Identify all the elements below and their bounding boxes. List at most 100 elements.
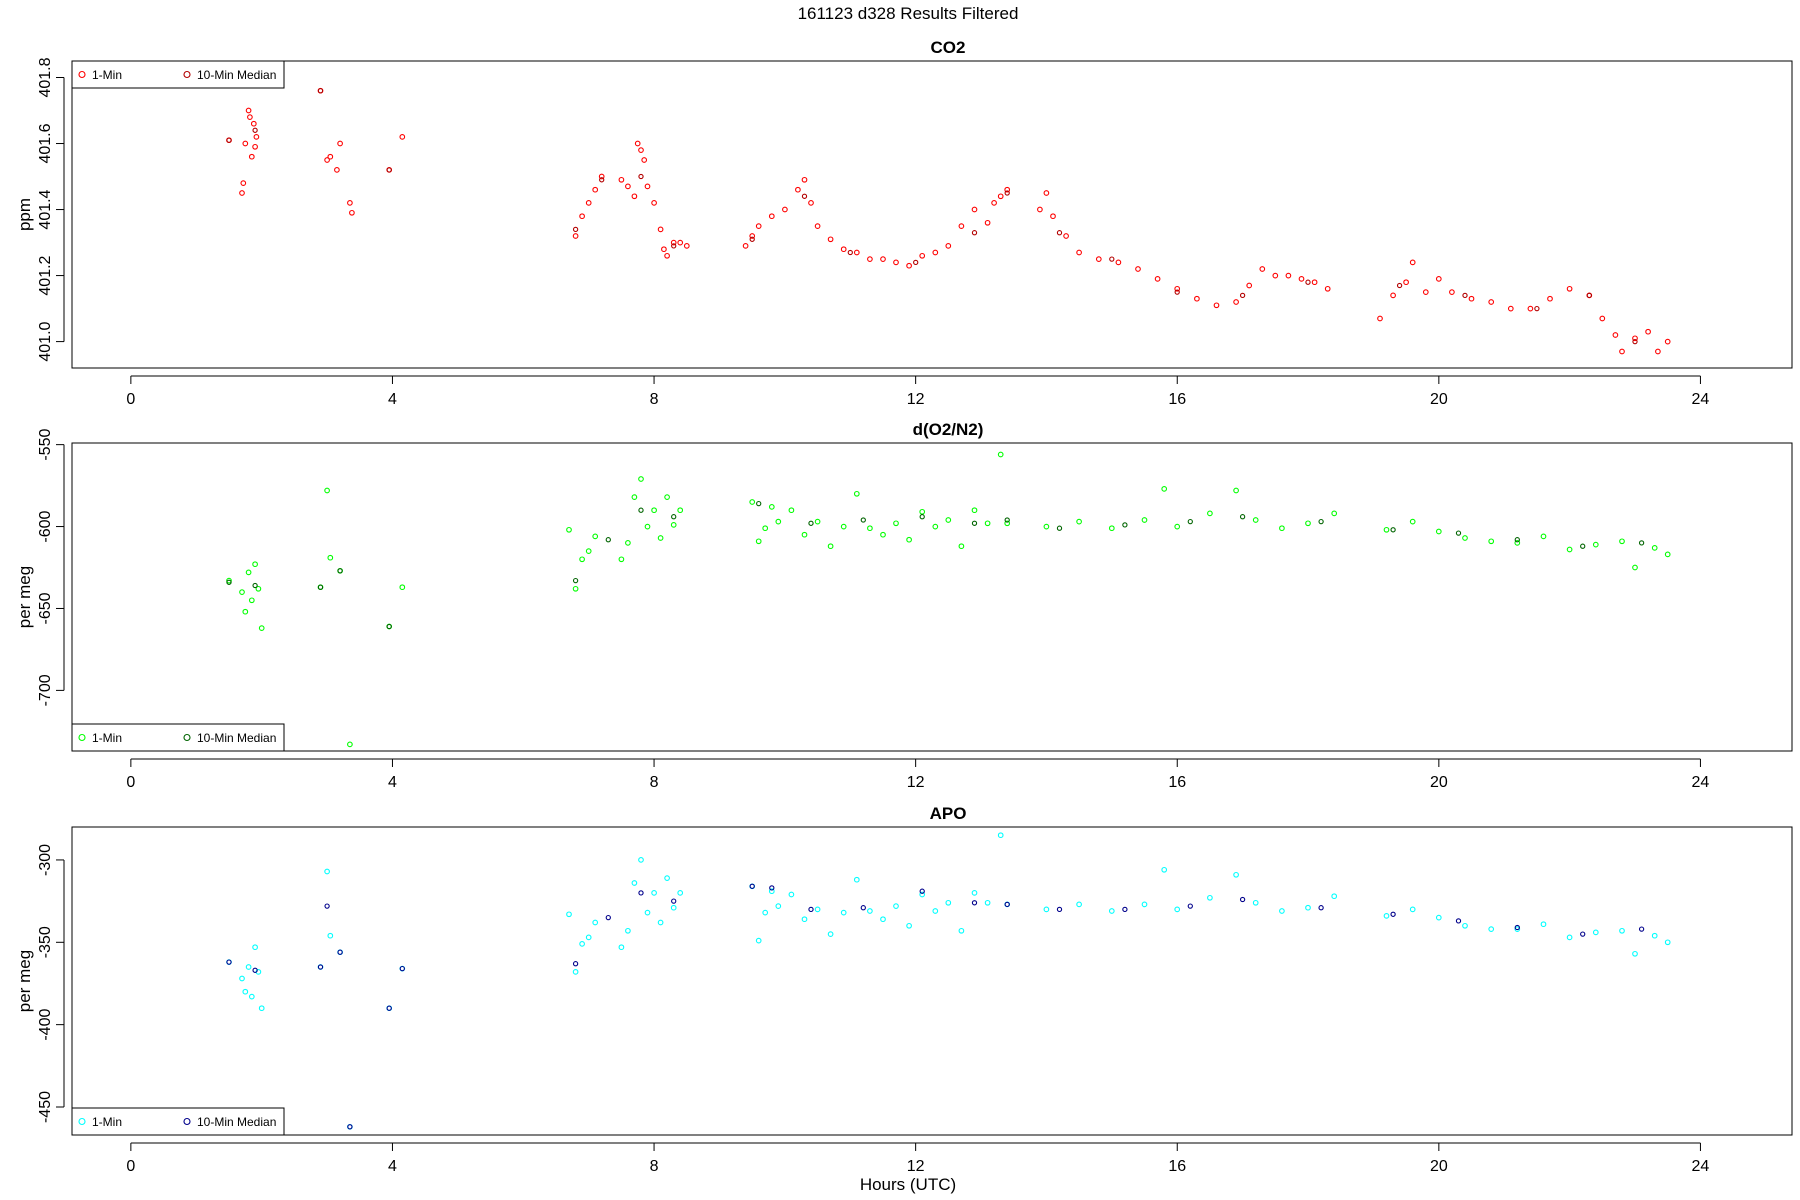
- legend: 1-Min 10-Min Median: [71, 1107, 285, 1136]
- data-point: [919, 891, 926, 898]
- data-point: [638, 147, 644, 153]
- data-point: [1004, 190, 1010, 196]
- data-point: [984, 219, 991, 226]
- data-point: [991, 200, 997, 206]
- data-point: [1619, 538, 1625, 545]
- data-point: [1612, 332, 1619, 338]
- series-2: [226, 500, 1645, 630]
- data-point: [1174, 285, 1181, 292]
- x-tick-label: 0: [126, 391, 135, 408]
- data-point: [1566, 285, 1573, 292]
- data-point: [958, 543, 965, 550]
- data-point: [1390, 911, 1396, 917]
- data-point: [1488, 926, 1495, 932]
- x-tick-label: 12: [907, 391, 925, 408]
- y-tick-label: -300: [37, 844, 54, 876]
- data-point: [1409, 518, 1416, 525]
- data-point: [248, 597, 255, 604]
- data-point: [1207, 894, 1213, 901]
- data-point: [386, 167, 392, 173]
- data-point: [1174, 523, 1181, 530]
- data-point: [919, 888, 925, 894]
- data-point: [1285, 272, 1292, 279]
- data-point: [1547, 295, 1553, 302]
- data-point: [250, 120, 257, 127]
- data-point: [671, 243, 677, 249]
- data-point: [1527, 305, 1534, 312]
- data-point: [1514, 924, 1520, 931]
- data-point: [1108, 908, 1115, 914]
- data-point: [1318, 518, 1324, 525]
- data-point: [1488, 299, 1495, 305]
- data-point: [657, 535, 664, 541]
- y-tick-label: -650: [37, 592, 54, 624]
- data-point: [572, 961, 579, 967]
- data-point: [670, 904, 677, 911]
- legend-label: 10-Min Median: [197, 1115, 276, 1129]
- data-point: [1187, 903, 1193, 909]
- legend-box: [71, 60, 285, 89]
- data-point: [1462, 535, 1468, 541]
- data-point: [958, 927, 965, 934]
- x-tick-label: 4: [388, 774, 397, 791]
- data-point: [1213, 302, 1220, 309]
- data-point: [618, 556, 625, 563]
- data-point: [664, 252, 670, 259]
- data-point: [245, 569, 252, 576]
- data-point: [242, 988, 249, 995]
- data-point: [1194, 295, 1200, 302]
- data-point: [971, 206, 978, 213]
- data-point: [1586, 292, 1592, 299]
- data-point: [1435, 528, 1442, 535]
- data-point: [631, 880, 638, 886]
- data-point: [1076, 249, 1082, 256]
- data-point: [252, 967, 258, 973]
- data-point: [1638, 540, 1645, 546]
- data-point: [226, 137, 232, 143]
- data-point: [1037, 206, 1043, 213]
- data-point: [1383, 913, 1390, 919]
- data-point: [677, 890, 684, 896]
- panel-2: d(O2/N2) 0 4 8 12 16 20 24 -550 -600 -650 -700 per m…: [15, 420, 1793, 791]
- data-point: [631, 494, 638, 500]
- data-point: [919, 252, 926, 259]
- legend-label: 10-Min Median: [197, 731, 276, 745]
- y-tick-label: 401.8: [37, 57, 54, 97]
- data-point: [1645, 328, 1651, 335]
- x-tick-label: 24: [1692, 391, 1710, 408]
- data-point: [618, 176, 625, 183]
- data-point: [324, 903, 330, 909]
- data-point: [1239, 292, 1246, 299]
- data-point: [1122, 522, 1128, 528]
- data-point: [677, 507, 684, 514]
- legend-label: 1-Min: [92, 1115, 122, 1129]
- data-point: [997, 832, 1004, 839]
- data-point: [1540, 533, 1547, 540]
- y-axis-label: per meg: [15, 566, 34, 628]
- data-point: [1272, 272, 1279, 279]
- data-point: [788, 507, 795, 514]
- data-point: [245, 964, 252, 970]
- data-point: [317, 88, 324, 94]
- data-point: [971, 520, 978, 526]
- data-point: [749, 883, 755, 889]
- data-point: [1324, 285, 1331, 292]
- data-point: [1580, 543, 1586, 549]
- data-point: [1305, 520, 1311, 527]
- legend: 1-Min 10-Min Median: [71, 60, 285, 89]
- data-point: [239, 975, 245, 982]
- data-point: [1462, 922, 1468, 929]
- data-point: [880, 531, 886, 538]
- data-point: [1651, 545, 1658, 551]
- data-point: [1632, 338, 1638, 345]
- data-point: [1108, 525, 1115, 532]
- data-point: [1638, 926, 1645, 932]
- y-tick-label: -400: [37, 1009, 54, 1041]
- data-point: [755, 538, 762, 545]
- data-point: [860, 905, 866, 911]
- data-point: [317, 584, 324, 590]
- data-point: [572, 585, 579, 592]
- data-point: [814, 906, 821, 913]
- data-point: [788, 891, 795, 898]
